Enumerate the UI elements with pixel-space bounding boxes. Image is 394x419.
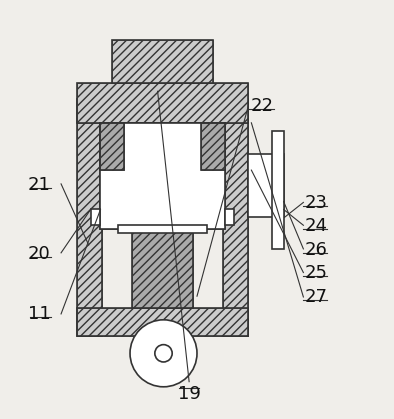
Text: 23: 23 bbox=[304, 194, 327, 212]
Text: 19: 19 bbox=[178, 385, 201, 403]
Text: 21: 21 bbox=[28, 176, 51, 194]
Circle shape bbox=[130, 320, 197, 387]
Text: 11: 11 bbox=[28, 305, 51, 323]
Polygon shape bbox=[248, 154, 284, 217]
Polygon shape bbox=[223, 99, 248, 336]
Circle shape bbox=[155, 345, 172, 362]
Text: 22: 22 bbox=[250, 97, 273, 115]
Text: 24: 24 bbox=[304, 217, 327, 235]
Text: 25: 25 bbox=[304, 264, 327, 282]
Polygon shape bbox=[225, 210, 234, 225]
Polygon shape bbox=[112, 40, 213, 83]
Polygon shape bbox=[77, 83, 248, 123]
Text: 27: 27 bbox=[304, 288, 327, 306]
Polygon shape bbox=[132, 229, 193, 308]
Polygon shape bbox=[77, 308, 248, 336]
Polygon shape bbox=[100, 123, 225, 229]
Polygon shape bbox=[272, 131, 284, 249]
Text: 20: 20 bbox=[28, 245, 51, 263]
Text: 26: 26 bbox=[304, 241, 327, 259]
Polygon shape bbox=[100, 123, 225, 229]
Polygon shape bbox=[118, 225, 207, 233]
Polygon shape bbox=[100, 123, 124, 170]
Polygon shape bbox=[77, 99, 102, 336]
Polygon shape bbox=[91, 210, 100, 225]
Polygon shape bbox=[201, 123, 225, 170]
